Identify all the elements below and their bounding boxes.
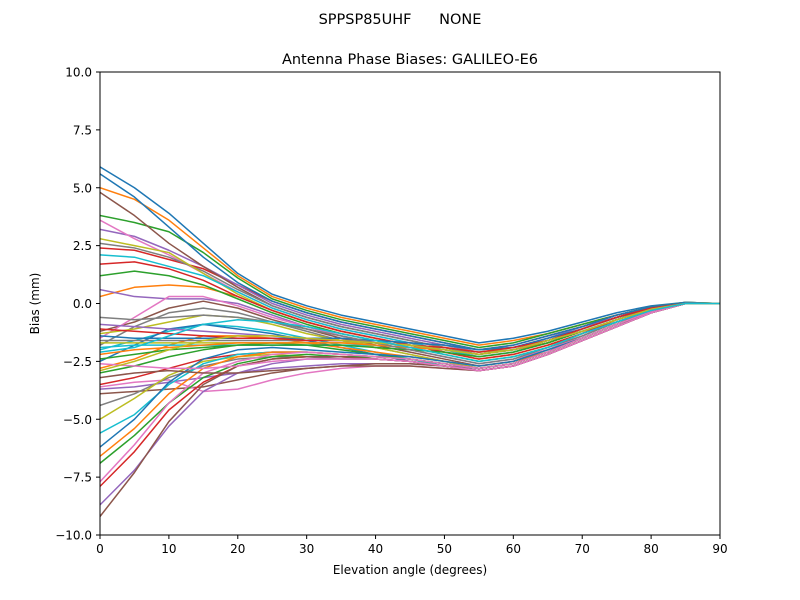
y-axis-label: Bias (mm) xyxy=(28,273,42,335)
series-line-49 xyxy=(100,302,720,372)
y-tick-label: −10.0 xyxy=(55,529,92,543)
figure-suptitle: SPPSP85UHF NONE xyxy=(319,12,482,28)
y-tick-label: 10.0 xyxy=(65,66,92,80)
series-line-1 xyxy=(100,166,720,344)
x-axis: 0 10 20 30 40 50 60 70 80 90 xyxy=(96,535,728,556)
y-tick-label: −5.0 xyxy=(63,413,92,427)
y-tick-label: 0.0 xyxy=(73,297,92,311)
x-tick-label: 40 xyxy=(368,542,383,556)
x-tick-label: 0 xyxy=(96,542,104,556)
x-tick-label: 20 xyxy=(230,542,245,556)
x-axis-label: Elevation angle (degrees) xyxy=(333,563,487,577)
series-line-47 xyxy=(100,302,720,372)
x-tick-label: 50 xyxy=(437,542,452,556)
series-layer xyxy=(100,166,720,517)
x-tick-label: 70 xyxy=(575,542,590,556)
x-tick-label: 30 xyxy=(299,542,314,556)
x-tick-label: 60 xyxy=(506,542,521,556)
y-tick-label: −7.5 xyxy=(63,471,92,485)
y-tick-label: −2.5 xyxy=(63,355,92,369)
y-tick-label: 7.5 xyxy=(73,123,92,137)
series-line-11 xyxy=(100,173,720,351)
y-tick-label: 5.0 xyxy=(73,181,92,195)
y-tick-label: 2.5 xyxy=(73,239,92,253)
y-axis: −10.0 −7.5 −5.0 −2.5 0.0 2.5 5.0 7.5 10.0 xyxy=(55,66,100,543)
x-tick-label: 80 xyxy=(643,542,658,556)
x-tick-label: 10 xyxy=(161,542,176,556)
chart-title: Antenna Phase Biases: GALILEO-E6 xyxy=(282,52,538,68)
series-line-50 xyxy=(100,302,720,363)
x-tick-label: 90 xyxy=(712,542,727,556)
